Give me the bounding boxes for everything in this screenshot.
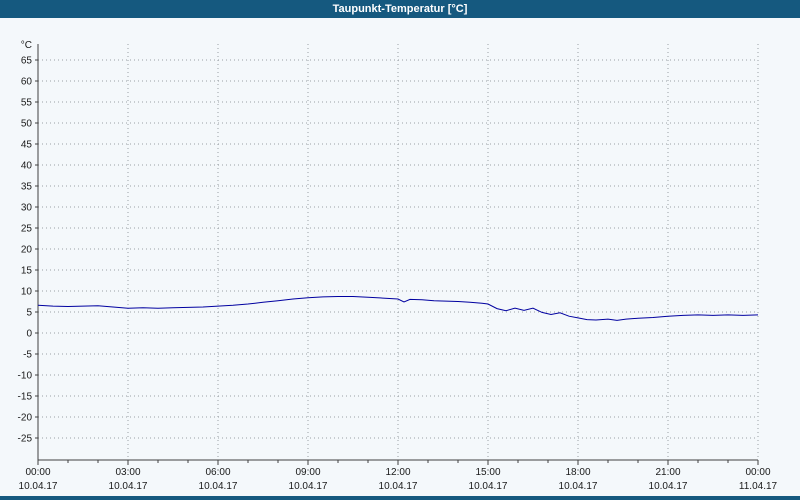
svg-text:60: 60: [21, 77, 33, 88]
svg-text:0: 0: [26, 329, 32, 340]
svg-text:10.04.17: 10.04.17: [19, 481, 58, 492]
svg-text:15: 15: [21, 266, 33, 277]
svg-text:00:00: 00:00: [25, 467, 50, 478]
svg-text:12:00: 12:00: [385, 467, 410, 478]
svg-text:10.04.17: 10.04.17: [469, 481, 508, 492]
svg-text:-25: -25: [18, 434, 33, 445]
svg-text:21:00: 21:00: [655, 467, 680, 478]
svg-text:15:00: 15:00: [475, 467, 500, 478]
svg-text:35: 35: [21, 182, 33, 193]
svg-text:-5: -5: [23, 350, 32, 361]
svg-text:-20: -20: [18, 413, 33, 424]
svg-text:65: 65: [21, 56, 33, 67]
chart-area: 65 60 55 50 45 40 35 30 25 20 15 10 5 0 -5 -10 -15 -20 -25…: [0, 18, 800, 496]
svg-text:40: 40: [21, 161, 33, 172]
svg-text:5: 5: [26, 308, 32, 319]
svg-text:25: 25: [21, 224, 33, 235]
chart-canvas: 65605550454035302520151050-5-10-15-20-25…: [18, 40, 778, 492]
svg-text:-15: -15: [18, 392, 33, 403]
svg-text:50: 50: [21, 119, 33, 130]
series-line: [37, 296, 759, 321]
svg-text:20: 20: [21, 245, 33, 256]
svg-text:10: 10: [21, 287, 33, 298]
svg-text:18:00: 18:00: [565, 467, 590, 478]
svg-text:10.04.17: 10.04.17: [289, 481, 328, 492]
svg-text:06:00: 06:00: [205, 467, 230, 478]
x-gridlines: [127, 44, 759, 460]
y-axis-unit-label: °C: [21, 40, 32, 51]
svg-text:45: 45: [21, 140, 33, 151]
svg-text:10.04.17: 10.04.17: [649, 481, 688, 492]
y-tick-labels: 65605550454035302520151050-5-10-15-20-25…: [18, 40, 33, 445]
svg-text:09:00: 09:00: [295, 467, 320, 478]
svg-text:55: 55: [21, 98, 33, 109]
svg-text:11.04.17: 11.04.17: [739, 481, 778, 492]
svg-text:30: 30: [21, 203, 33, 214]
svg-text:03:00: 03:00: [115, 467, 140, 478]
svg-text:10.04.17: 10.04.17: [109, 481, 148, 492]
x-tick-labels: 00:00 10.04.17 03:00 10.04.17 06:00 10.04.17 0…: [19, 467, 778, 492]
chart-title: Taupunkt-Temperatur [°C]: [0, 0, 800, 18]
bottom-border: [0, 496, 800, 500]
svg-text:10.04.17: 10.04.17: [559, 481, 598, 492]
axes: [35, 44, 759, 465]
svg-text:-10: -10: [18, 371, 33, 382]
svg-text:10.04.17: 10.04.17: [379, 481, 418, 492]
svg-text:00:00: 00:00: [745, 467, 770, 478]
svg-text:10.04.17: 10.04.17: [199, 481, 238, 492]
